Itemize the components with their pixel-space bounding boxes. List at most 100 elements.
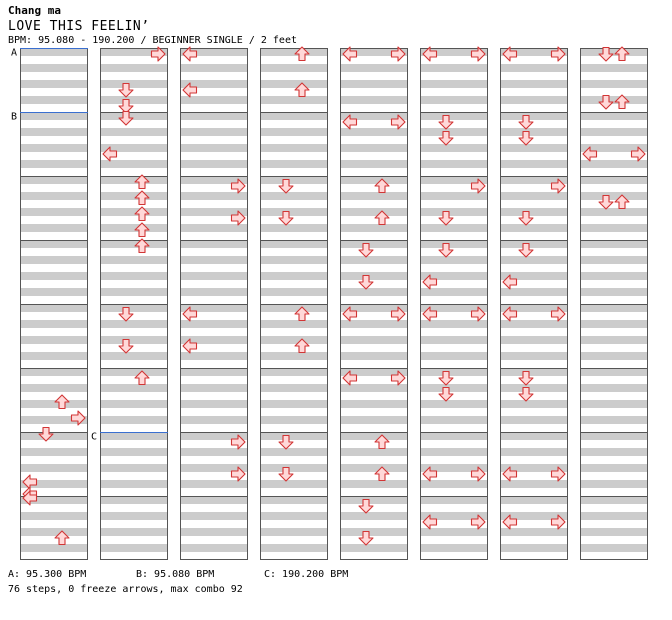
beat-stripe xyxy=(580,336,648,344)
arrow-down-icon xyxy=(598,94,614,110)
beat-stripe xyxy=(340,368,408,376)
arrow-left-icon xyxy=(342,370,358,386)
beat-stripe xyxy=(500,320,568,328)
arrow-down-icon xyxy=(278,210,294,226)
beat-stripe xyxy=(500,256,568,264)
arrow-down-icon xyxy=(118,98,134,114)
beat-stripe xyxy=(260,128,328,136)
beat-stripe xyxy=(420,528,488,536)
arrow-down-icon xyxy=(118,110,134,126)
beat-stripe xyxy=(100,496,168,504)
arrow-down-icon xyxy=(518,370,534,386)
beat-stripe xyxy=(20,48,88,56)
beat-stripe xyxy=(20,208,88,216)
beat-stripe xyxy=(420,416,488,424)
beat-stripe xyxy=(260,512,328,520)
beat-stripe xyxy=(100,336,168,344)
chart-column xyxy=(340,48,408,560)
chart-column xyxy=(180,48,248,560)
beat-stripe xyxy=(340,336,408,344)
beat-stripe xyxy=(500,384,568,392)
arrow-left-icon xyxy=(502,466,518,482)
beat-stripe xyxy=(420,320,488,328)
beat-stripe xyxy=(260,448,328,456)
beat-stripe xyxy=(340,464,408,472)
arrow-down-icon xyxy=(438,130,454,146)
chart-column xyxy=(420,48,488,560)
beat-stripe xyxy=(20,496,88,504)
arrow-right-icon xyxy=(550,514,566,530)
beat-stripe xyxy=(180,432,248,440)
beat-stripe xyxy=(420,352,488,360)
arrow-up-icon xyxy=(54,394,70,410)
arrow-left-icon xyxy=(502,274,518,290)
column-border xyxy=(500,48,568,560)
beat-stripe xyxy=(20,336,88,344)
beat-stripe xyxy=(500,192,568,200)
arrow-up-icon xyxy=(294,306,310,322)
arrow-right-icon xyxy=(230,466,246,482)
beat-stripe xyxy=(20,480,88,488)
column-border xyxy=(180,48,248,560)
beat-stripe xyxy=(500,464,568,472)
beat-stripe xyxy=(340,208,408,216)
arrow-left-icon xyxy=(422,514,438,530)
beat-stripe xyxy=(580,144,648,152)
beat-stripe xyxy=(180,192,248,200)
beat-stripe xyxy=(20,256,88,264)
beat-stripe xyxy=(180,144,248,152)
beat-stripe xyxy=(20,128,88,136)
arrow-up-icon xyxy=(134,222,150,238)
beat-stripe xyxy=(420,80,488,88)
beat-stripe xyxy=(20,400,88,408)
beat-stripe xyxy=(500,528,568,536)
beat-stripe xyxy=(340,144,408,152)
arrow-left-icon xyxy=(22,490,38,506)
beat-stripe xyxy=(580,400,648,408)
beat-stripe xyxy=(420,512,488,520)
beat-stripe xyxy=(180,352,248,360)
arrow-down-icon xyxy=(598,46,614,62)
arrow-left-icon xyxy=(502,46,518,62)
beat-stripe xyxy=(100,288,168,296)
beat-stripe xyxy=(180,64,248,72)
arrow-right-icon xyxy=(470,466,486,482)
arrow-up-icon xyxy=(294,82,310,98)
beat-stripe xyxy=(100,400,168,408)
arrow-left-icon xyxy=(582,146,598,162)
beat-stripe xyxy=(420,192,488,200)
arrow-down-icon xyxy=(438,386,454,402)
beat-stripe xyxy=(580,112,648,120)
beat-stripe xyxy=(340,256,408,264)
bpm-marker-label: C xyxy=(91,432,97,443)
arrow-up-icon xyxy=(294,338,310,354)
beat-stripe xyxy=(100,384,168,392)
bpm-marker-label: A xyxy=(11,48,17,59)
column-border xyxy=(580,48,648,560)
arrow-down-icon xyxy=(518,114,534,130)
beat-stripe xyxy=(100,128,168,136)
beat-stripe xyxy=(260,240,328,248)
beat-stripe xyxy=(180,304,248,312)
arrow-down-icon xyxy=(278,466,294,482)
beat-stripe xyxy=(180,336,248,344)
beat-stripe xyxy=(420,496,488,504)
arrow-up-icon xyxy=(614,194,630,210)
arrow-left-icon xyxy=(182,306,198,322)
beat-stripe xyxy=(580,80,648,88)
beat-stripe xyxy=(420,272,488,280)
beat-stripe xyxy=(100,240,168,248)
beat-stripe xyxy=(260,320,328,328)
beat-stripe xyxy=(100,64,168,72)
arrow-down-icon xyxy=(438,210,454,226)
beat-stripe xyxy=(580,512,648,520)
beat-stripe xyxy=(20,144,88,152)
beat-stripe xyxy=(260,336,328,344)
beat-stripe xyxy=(180,448,248,456)
chart-column xyxy=(500,48,568,560)
beat-stripe xyxy=(580,160,648,168)
beat-stripe xyxy=(20,320,88,328)
beat-stripe xyxy=(100,320,168,328)
column-border xyxy=(340,48,408,560)
beat-stripe xyxy=(100,480,168,488)
